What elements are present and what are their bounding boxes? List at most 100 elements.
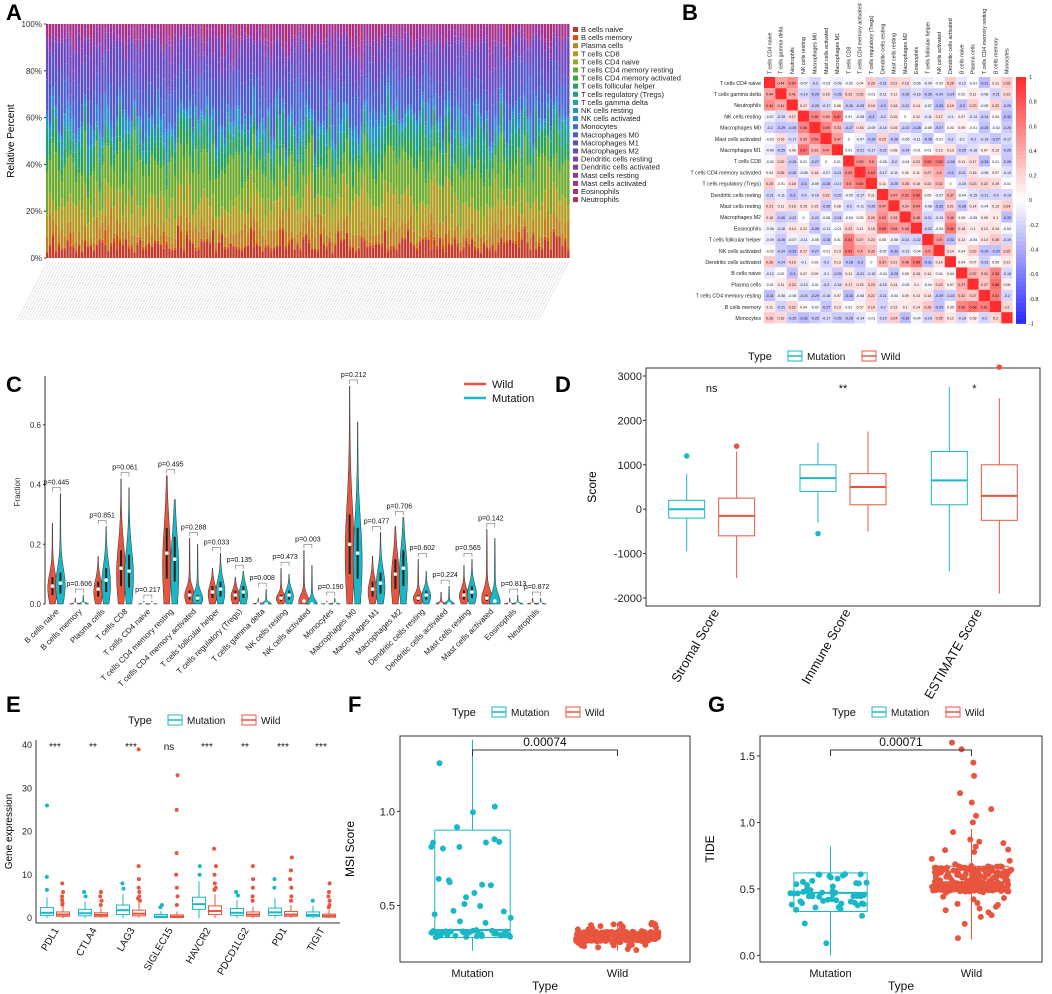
bar-segment [372,205,375,208]
sample-tick-label [439,261,470,321]
bar-segment [567,205,570,208]
bar-segment [497,241,500,245]
bar-segment [296,233,299,243]
heatmap-cell [797,121,810,133]
bar-segment [471,37,474,44]
heatmap-cell [775,77,787,89]
bar-segment [444,29,448,40]
cell-value: -0.2 [993,193,999,197]
bar-segment [479,24,483,30]
bar-segment [217,242,221,258]
bar-segment [471,50,474,52]
heatmap-cell [956,166,968,178]
heatmap-cell [831,77,844,89]
bar-segment [255,24,258,31]
bar-segment [83,125,87,131]
bar-segment [171,36,174,42]
bar-segment [194,112,197,117]
bar-segment [511,156,515,175]
bar-segment [543,218,547,237]
bar-segment [197,89,200,119]
cell-value: 0.05 [857,216,864,220]
bar-segment [182,238,186,250]
bar-segment [337,194,340,198]
bar-segment [444,176,448,179]
cell-value: 0.08 [890,149,897,153]
bar-segment [456,203,459,225]
sample-tick-label [23,261,54,321]
sample-bar [313,24,317,258]
bar-segment [325,104,328,111]
bar-segment [60,67,63,77]
bar-segment [406,36,410,68]
bar-segment [267,153,270,198]
y-tick-label: 100% [22,20,42,29]
bar-segment [316,164,320,168]
heatmap-cell [944,144,957,156]
heatmap-cell [786,121,798,133]
bar-segment [351,247,355,258]
bar-segment [331,253,334,258]
bar-segment [78,168,81,173]
bar-segment [284,186,288,212]
bar-segment [529,49,532,65]
bar-segment [319,133,323,156]
column-label: T cells CD8 [846,47,852,74]
bar-segment [249,126,253,140]
bar-segment [511,230,515,241]
legend-swatch [573,91,578,97]
bar-segment [127,150,130,191]
bar-segment [473,148,477,169]
bar-segment [439,27,442,35]
bar-segment [555,96,558,100]
bar-segment [249,37,253,43]
bar-segment [209,180,212,207]
bar-segment [564,129,567,143]
bar-segment [459,130,462,141]
bar-segment [377,86,381,121]
bar-segment [558,236,561,258]
bar-segment [529,116,532,122]
bar-segment [92,217,95,219]
sample-bar [436,24,439,258]
bar-segment [447,180,451,231]
bar-segment [537,133,541,136]
bar-segment [54,108,58,117]
heatmap-cell [843,99,855,111]
bar-segment [220,74,224,85]
bar-segment [529,121,532,141]
sample-bar [305,24,308,258]
bar-segment [377,24,381,39]
bar-segment [328,147,331,150]
bar-segment [488,248,491,251]
bar-segment [482,89,486,132]
bar-segment [424,239,427,258]
bar-segment [436,122,439,126]
bar-segment [351,170,355,187]
bar-segment [418,203,422,206]
heatmap-cell [888,200,900,212]
bar-segment [389,249,392,258]
bar-segment [229,155,232,201]
bar-segment [421,222,424,239]
bar-segment [51,233,55,237]
bar-segment [482,243,486,258]
sample-tick-label [151,261,182,321]
bar-segment [209,208,212,237]
bar-segment [532,234,535,258]
bar-segment [308,176,311,219]
bar-segment [462,56,465,89]
bar-segment [75,52,78,55]
heatmap-cell [797,222,810,234]
bar-segment [369,225,372,243]
bar-segment [185,44,189,47]
bar-segment [348,160,352,165]
bar-segment [305,185,308,216]
bar-segment [366,247,369,258]
bar-segment [488,111,491,127]
bar-segment [153,39,157,58]
bar-segment [264,165,267,175]
bar-segment [441,95,445,102]
bar-segment [404,54,407,74]
bar-segment [436,141,439,157]
